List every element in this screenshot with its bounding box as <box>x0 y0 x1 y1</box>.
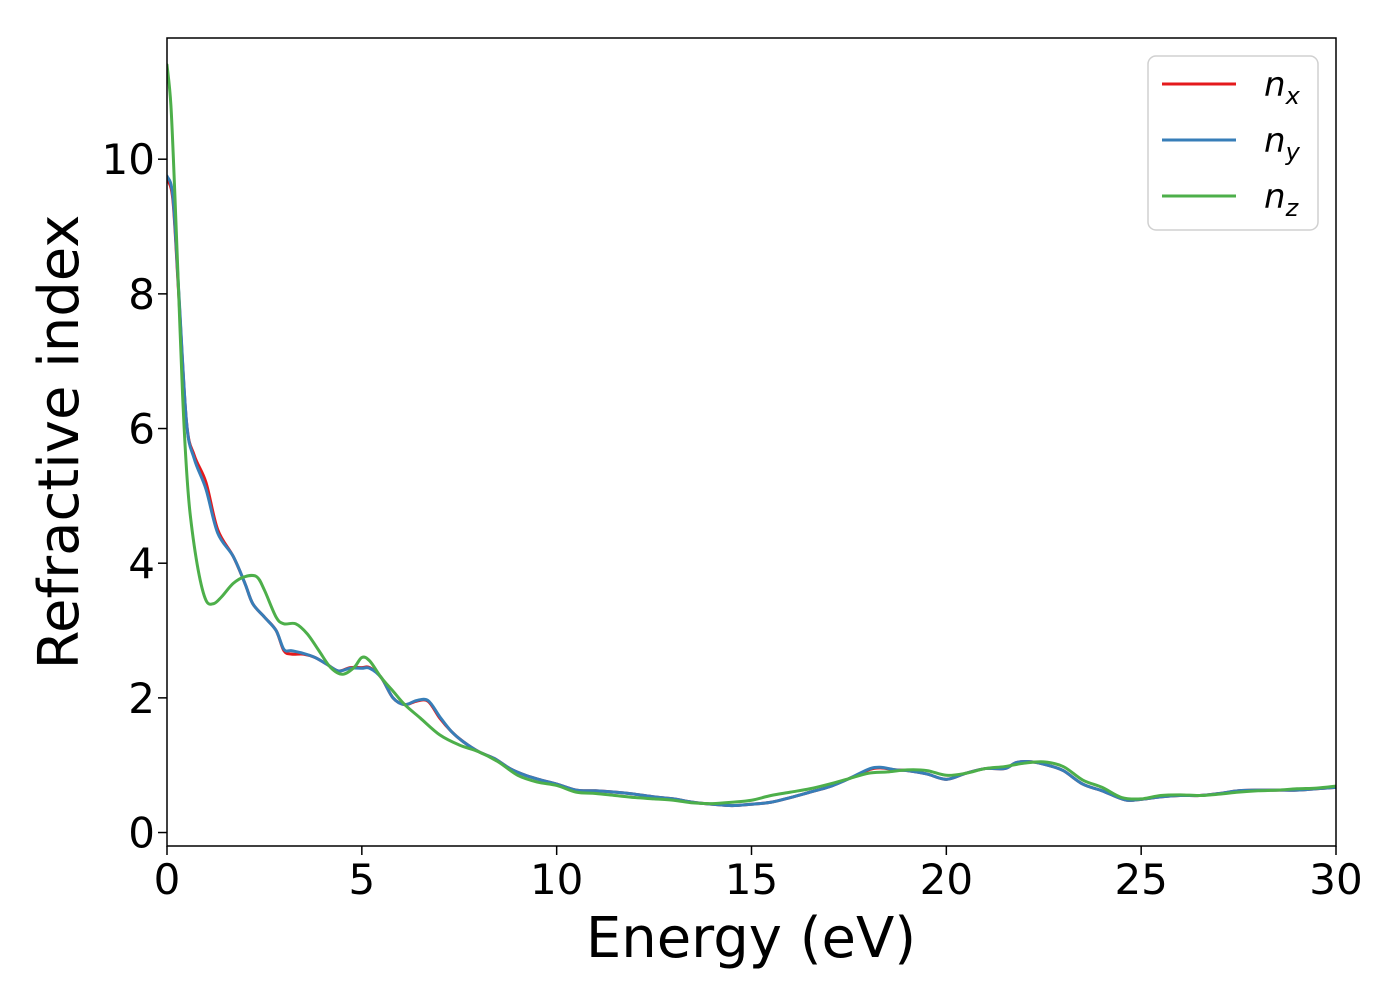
legend: nx ny nz <box>1147 55 1319 231</box>
y-tick-label: 8 <box>128 270 155 319</box>
x-tick-label: 10 <box>530 855 583 904</box>
legend-label-ny: ny <box>1264 121 1301 166</box>
y-tick-label: 6 <box>128 405 155 454</box>
x-tick-label: 20 <box>920 855 973 904</box>
y-tick-label: 2 <box>128 674 155 723</box>
y-axis: 0 2 4 6 8 10 <box>102 135 167 858</box>
x-tick-label: 0 <box>154 855 181 904</box>
x-tick-label: 30 <box>1309 855 1362 904</box>
series-layer <box>167 63 1336 808</box>
series-line-ny <box>167 174 1336 808</box>
legend-label-nx: nx <box>1264 65 1301 110</box>
y-tick-label: 0 <box>128 809 155 858</box>
x-axis-label: Energy (eV) <box>586 906 916 971</box>
legend-box <box>1147 55 1319 231</box>
y-axis-label: Refractive index <box>27 215 92 670</box>
x-tick-label: 25 <box>1114 855 1167 904</box>
x-tick-label: 5 <box>348 855 375 904</box>
x-axis: 0 5 10 15 20 25 30 <box>154 846 1363 904</box>
series-line-nx <box>167 177 1336 808</box>
series-line-nz <box>167 63 1336 806</box>
x-tick-label: 15 <box>725 855 778 904</box>
y-tick-label: 10 <box>102 135 155 184</box>
y-tick-label: 4 <box>128 539 155 588</box>
legend-label-nz: nz <box>1264 177 1300 222</box>
